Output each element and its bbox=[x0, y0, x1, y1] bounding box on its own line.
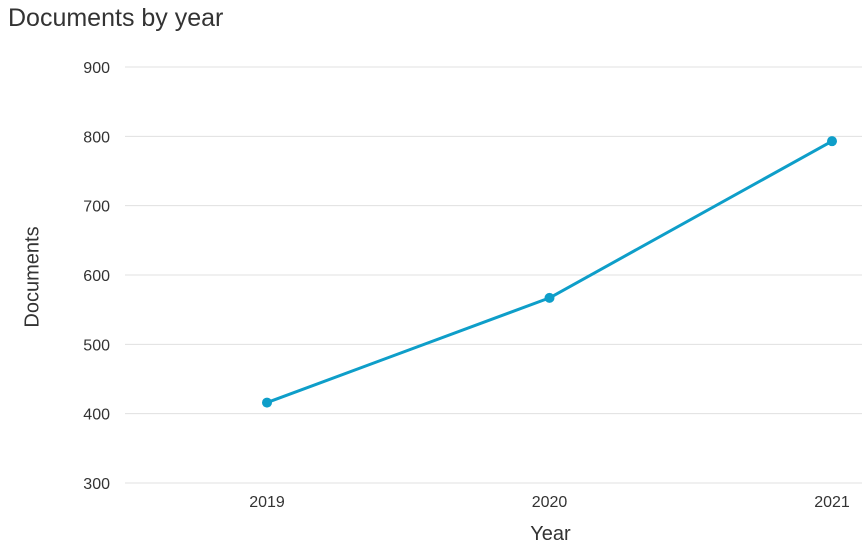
data-point-2020[interactable] bbox=[544, 292, 555, 303]
x-axis-ticks: 2019 2020 2021 bbox=[249, 494, 850, 511]
x-axis-title: Year bbox=[530, 523, 571, 545]
y-tick-label: 300 bbox=[83, 476, 110, 493]
y-tick-label: 700 bbox=[83, 199, 110, 216]
x-tick-label: 2021 bbox=[814, 494, 850, 511]
data-point-2019[interactable] bbox=[262, 397, 272, 408]
y-tick-label: 900 bbox=[83, 60, 110, 77]
chart-title: Documents by year bbox=[8, 4, 224, 32]
y-axis-title: Documents bbox=[21, 226, 43, 327]
x-tick-label: 2020 bbox=[532, 494, 568, 511]
y-tick-label: 500 bbox=[83, 337, 110, 354]
gridlines bbox=[125, 66, 862, 484]
x-tick-label: 2019 bbox=[249, 494, 285, 511]
y-axis-ticks: 300 400 500 600 700 800 900 bbox=[83, 60, 110, 493]
y-tick-label: 800 bbox=[83, 129, 110, 146]
data-point-2021[interactable] bbox=[827, 136, 837, 147]
y-tick-label: 600 bbox=[83, 268, 110, 285]
y-tick-label: 400 bbox=[83, 407, 110, 424]
series-line bbox=[266, 139, 833, 404]
series-layer bbox=[262, 136, 837, 408]
